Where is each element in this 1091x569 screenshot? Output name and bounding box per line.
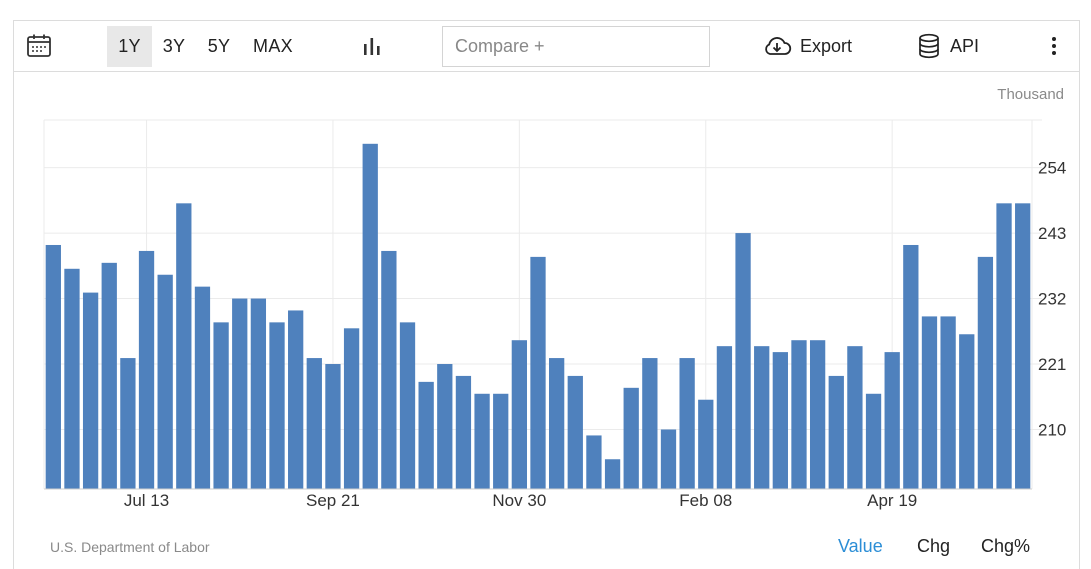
bar [921, 316, 938, 489]
bar [45, 244, 61, 489]
bar-chart-icon[interactable] [360, 34, 384, 58]
range-3y-button[interactable]: 3Y [162, 36, 186, 56]
bar [679, 358, 695, 489]
bar [884, 352, 900, 489]
bar [847, 346, 863, 489]
bar [698, 399, 714, 489]
bar [567, 375, 583, 489]
api-label: API [950, 35, 980, 56]
bar [399, 322, 416, 489]
bar [250, 298, 267, 489]
bar [82, 292, 99, 489]
export-label: Export [800, 35, 853, 56]
bar [642, 358, 658, 489]
range-max-button[interactable]: MAX [253, 36, 293, 56]
bar [996, 203, 1012, 490]
bar [101, 262, 117, 489]
bar [903, 244, 919, 489]
bar [306, 358, 322, 489]
bar [604, 459, 621, 489]
bar [791, 340, 807, 489]
bar [418, 381, 434, 489]
bar [138, 250, 155, 489]
database-icon [918, 33, 940, 59]
bar [269, 322, 285, 489]
bar [511, 340, 528, 489]
bar [120, 358, 136, 489]
bar [865, 393, 882, 489]
mode-chg-button[interactable]: Chg [917, 536, 951, 556]
mode-chg-percent-button[interactable]: Chg% [981, 536, 1031, 556]
bar [157, 274, 173, 489]
bar [474, 393, 490, 489]
bar [660, 429, 677, 489]
bar [288, 310, 304, 489]
chart-panel [13, 20, 1080, 569]
calendar-icon[interactable] [26, 33, 52, 59]
bar [455, 375, 472, 489]
bar [530, 256, 546, 489]
bar [437, 364, 453, 489]
bar [828, 375, 844, 489]
unit-label: Thousand [997, 86, 1064, 103]
mode-value-button[interactable]: Value [838, 536, 883, 556]
bar [754, 346, 770, 489]
bar [493, 393, 509, 489]
source-label: U.S. Department of Labor [50, 539, 210, 555]
bar [959, 334, 975, 489]
bar [194, 286, 211, 489]
bar [176, 203, 192, 490]
api-button[interactable]: API [918, 32, 979, 60]
bar [1015, 203, 1031, 490]
toolbar: 1Y 3Y 5Y MAX Compare + Export [14, 21, 1079, 72]
bar [623, 387, 639, 489]
bar [343, 328, 360, 489]
bar [232, 298, 248, 489]
compare-input[interactable]: Compare + [442, 26, 710, 67]
more-vertical-icon[interactable] [1044, 34, 1064, 58]
bar [940, 316, 956, 489]
bar [64, 268, 80, 489]
bar [381, 250, 397, 489]
bar [716, 346, 733, 489]
bar [548, 358, 565, 489]
bar [325, 364, 341, 489]
bar [977, 256, 994, 489]
range-5y-button[interactable]: 5Y [207, 36, 231, 56]
bar [809, 340, 826, 489]
bar [772, 352, 788, 489]
bar [362, 143, 378, 489]
cloud-download-icon [762, 35, 792, 57]
bar [213, 322, 229, 489]
bar [735, 233, 751, 489]
range-1y-button[interactable]: 1Y [107, 26, 152, 67]
export-button[interactable]: Export [762, 34, 852, 58]
bar [586, 435, 602, 489]
